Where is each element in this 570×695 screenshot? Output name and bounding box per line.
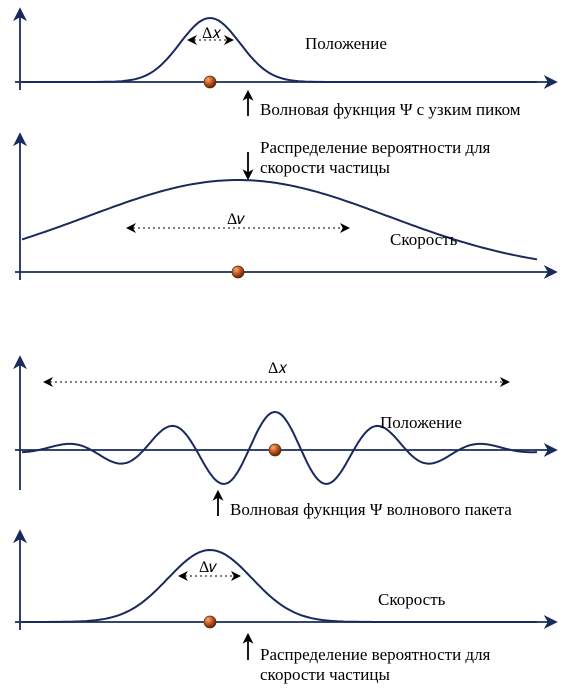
axis-label: Положение: [380, 413, 462, 433]
delta-label: Δ𝑥: [202, 25, 221, 43]
caption: Волновая фукнция Ψ с узким пиком: [260, 100, 521, 120]
caption: Распределение вероятности для: [260, 645, 490, 665]
caption: Распределение вероятности для: [260, 138, 490, 158]
delta-label: Δ𝑣: [227, 211, 245, 229]
axis-label: Скорость: [378, 590, 445, 610]
caption: Волновая фукнция Ψ волнового пакета: [230, 500, 512, 520]
delta-label: Δ𝑥: [268, 360, 287, 378]
delta-label: Δ𝑣: [199, 559, 217, 577]
diagram-canvas: Δ𝑥 Положение Волновая фукнция Ψ с узким пи…: [0, 0, 570, 695]
caption: скорости частицы: [260, 665, 390, 685]
axis-label: Скорость: [390, 230, 457, 250]
axis-label: Положение: [305, 34, 387, 54]
caption: скорости частицы: [260, 158, 390, 178]
